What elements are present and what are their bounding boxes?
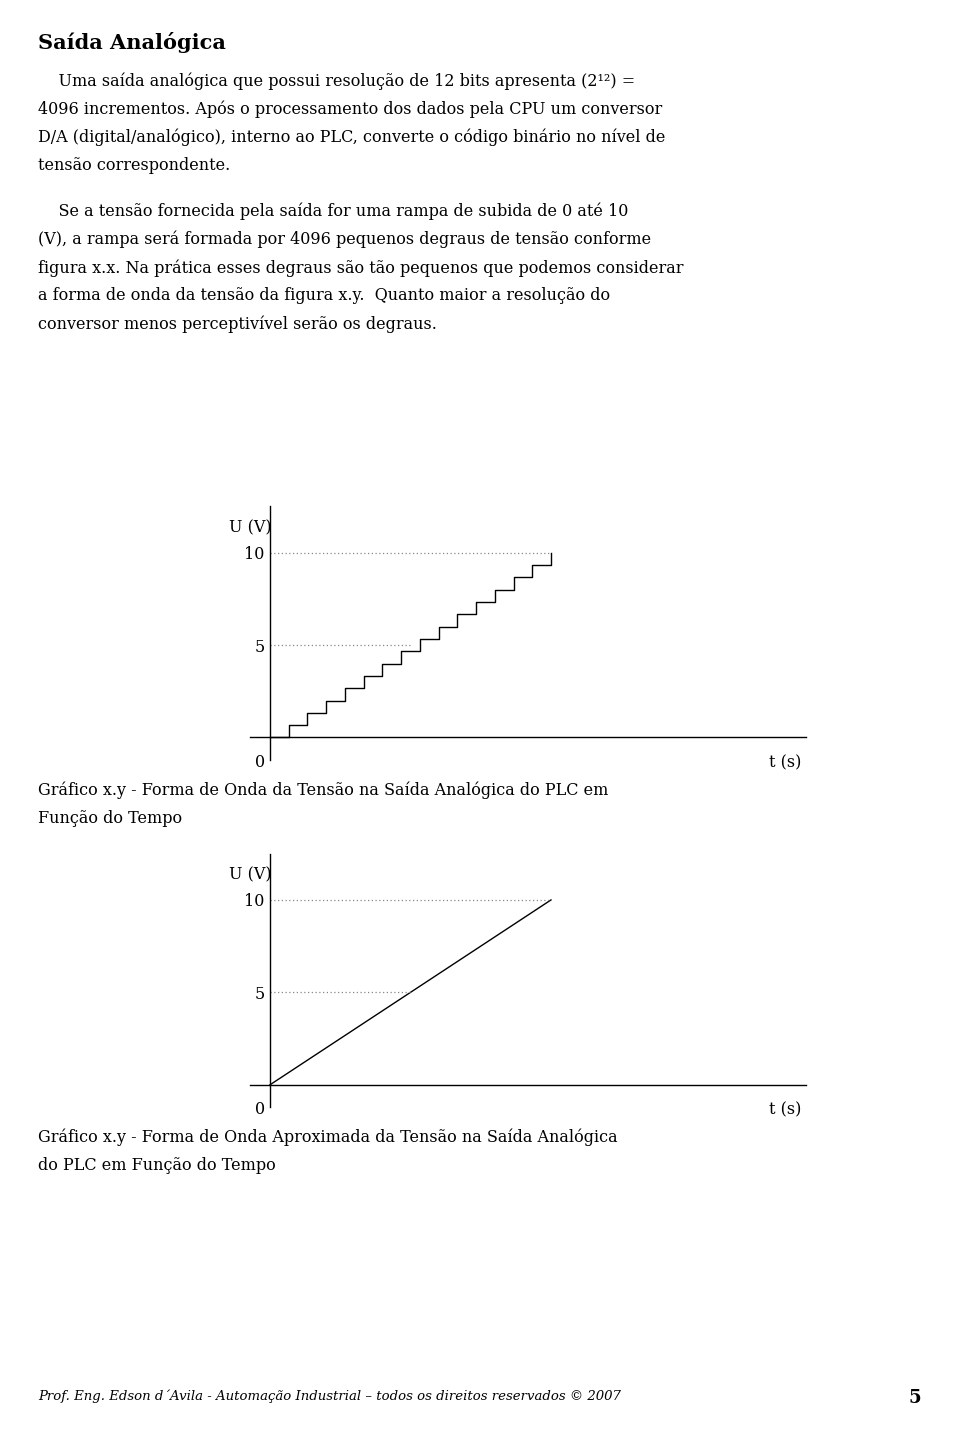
Text: 5: 5 bbox=[909, 1389, 922, 1406]
Text: do PLC em Função do Tempo: do PLC em Função do Tempo bbox=[38, 1158, 276, 1174]
Text: figura x.x. Na prática esses degraus são tão pequenos que podemos considerar: figura x.x. Na prática esses degraus são… bbox=[38, 259, 684, 276]
Text: Saída Analógica: Saída Analógica bbox=[38, 32, 227, 54]
Text: a forma de onda da tensão da figura x.y.  Quanto maior a resolução do: a forma de onda da tensão da figura x.y.… bbox=[38, 287, 611, 304]
Text: Gráfico x.y - Forma de Onda Aproximada da Tensão na Saída Analógica: Gráfico x.y - Forma de Onda Aproximada d… bbox=[38, 1129, 618, 1146]
Text: (V), a rampa será formada por 4096 pequenos degraus de tensão conforme: (V), a rampa será formada por 4096 peque… bbox=[38, 230, 652, 249]
Text: U (V): U (V) bbox=[229, 519, 272, 537]
Text: tensão correspondente.: tensão correspondente. bbox=[38, 156, 230, 174]
Text: Se a tensão fornecida pela saída for uma rampa de subida de 0 até 10: Se a tensão fornecida pela saída for uma… bbox=[38, 203, 629, 220]
Text: Função do Tempo: Função do Tempo bbox=[38, 810, 182, 826]
Text: Gráfico x.y - Forma de Onda da Tensão na Saída Analógica do PLC em: Gráfico x.y - Forma de Onda da Tensão na… bbox=[38, 781, 609, 799]
Text: 0: 0 bbox=[254, 754, 265, 771]
Text: D/A (digital/analógico), interno ao PLC, converte o código binário no nível de: D/A (digital/analógico), interno ao PLC,… bbox=[38, 129, 666, 146]
Text: t (s): t (s) bbox=[769, 1101, 802, 1119]
Text: 0: 0 bbox=[254, 1101, 265, 1119]
Text: conversor menos perceptivível serão os degraus.: conversor menos perceptivível serão os d… bbox=[38, 315, 437, 333]
Text: Prof. Eng. Edson d´Avila - Automação Industrial – todos os direitos reservados ©: Prof. Eng. Edson d´Avila - Automação Ind… bbox=[38, 1389, 621, 1402]
Text: Uma saída analógica que possui resolução de 12 bits apresenta (2¹²) =: Uma saída analógica que possui resolução… bbox=[38, 72, 636, 90]
Text: U (V): U (V) bbox=[229, 867, 272, 884]
Text: t (s): t (s) bbox=[769, 754, 802, 771]
Text: 4096 incrementos. Após o processamento dos dados pela CPU um conversor: 4096 incrementos. Após o processamento d… bbox=[38, 101, 662, 119]
